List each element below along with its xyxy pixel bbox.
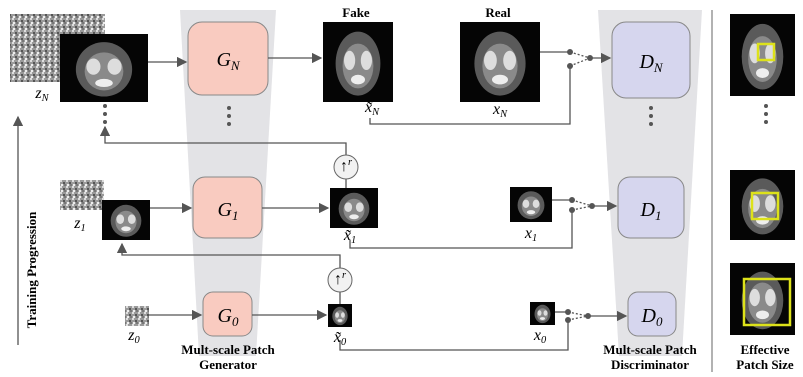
real-label: x1 — [524, 225, 537, 244]
discriminator-label-sub: 1 — [655, 208, 662, 223]
caption: Patch Size — [736, 357, 794, 372]
generator-label-sub: N — [230, 58, 241, 73]
image — [102, 200, 150, 240]
real-label-sub: N — [499, 109, 508, 120]
caption: Effective — [740, 342, 789, 357]
noise-label: zN — [34, 85, 49, 104]
discriminator-label-base: D — [640, 199, 656, 221]
real-label-base: x — [533, 327, 541, 344]
discriminator-label-sub: N — [653, 60, 664, 75]
discriminator-label-base: D — [638, 51, 654, 73]
upsample-label-base: ↑ — [334, 271, 342, 288]
image — [328, 304, 352, 327]
generator-label-base: G — [218, 305, 233, 327]
fake-label-sub: 0 — [341, 337, 347, 348]
image — [510, 187, 552, 222]
caption: Generator — [199, 357, 257, 372]
fake-label-sub: 1 — [351, 235, 356, 246]
generator-label-base: G — [218, 199, 233, 221]
image — [330, 188, 378, 228]
real-label: xN — [492, 101, 508, 120]
discriminator-label-base: D — [641, 305, 657, 327]
noise — [60, 180, 104, 210]
image — [323, 22, 393, 102]
real-label-sub: 1 — [532, 233, 537, 244]
generator-label-sub: 0 — [232, 314, 239, 329]
image — [530, 302, 555, 325]
header: Real — [485, 5, 511, 20]
header: Fake — [342, 5, 370, 20]
generator-label-sub: 1 — [232, 208, 239, 223]
image — [60, 34, 148, 102]
real-label: x0 — [533, 327, 547, 346]
fake-label: x̃0 — [333, 329, 347, 348]
noise — [125, 306, 149, 326]
fake-label: x̃1 — [343, 227, 356, 246]
image — [460, 22, 540, 102]
real-label-sub: 0 — [541, 335, 547, 346]
caption: Discriminator — [611, 357, 689, 372]
upsample-label-base: ↑ — [340, 158, 348, 175]
noise-label-sub: N — [41, 93, 50, 104]
caption: Mult-scale Patch — [181, 342, 275, 357]
generator-label-base: G — [216, 49, 231, 71]
image — [730, 170, 795, 240]
noise-label: z1 — [73, 215, 85, 234]
fake-label-sub: N — [371, 107, 380, 118]
real-label-base: x — [524, 225, 532, 242]
real-label-base: x — [492, 101, 500, 118]
diagram: Fake Real GNG1G0DND1D0zNz1z0x̃Nx̃1x̃0xNx… — [0, 0, 803, 377]
caption: Mult-scale Patch — [603, 342, 697, 357]
noise-label: z0 — [127, 327, 140, 346]
side-label: Training Progression — [24, 211, 39, 328]
noise-label-sub: 0 — [135, 335, 141, 346]
discriminator-label-sub: 0 — [656, 314, 663, 329]
image — [730, 14, 795, 96]
noise-label-sub: 1 — [81, 223, 86, 234]
